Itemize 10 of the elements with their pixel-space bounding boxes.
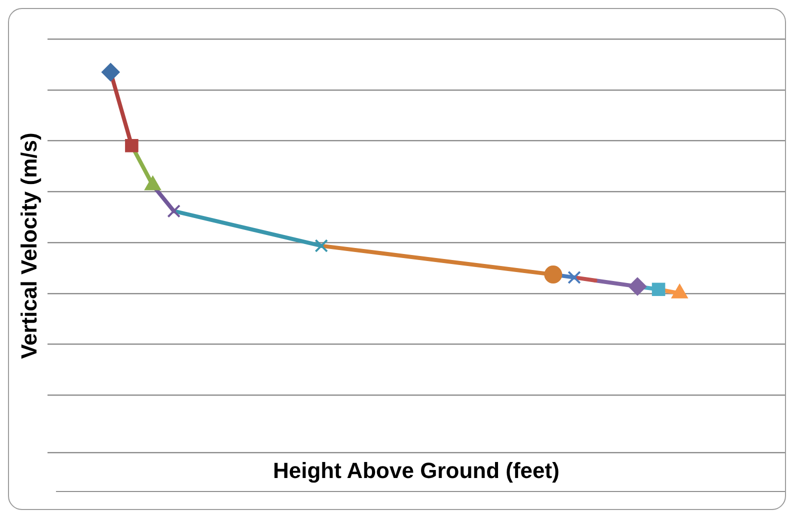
point	[544, 266, 562, 284]
point	[167, 204, 181, 218]
point	[568, 270, 581, 284]
point	[125, 138, 138, 152]
y-axis-title: Vertical Velocity (m/s)	[16, 132, 42, 359]
text: Height Above Ground (feet)	[272, 458, 560, 483]
point	[102, 63, 120, 82]
point	[652, 282, 666, 296]
point	[628, 277, 646, 296]
point	[314, 239, 328, 252]
